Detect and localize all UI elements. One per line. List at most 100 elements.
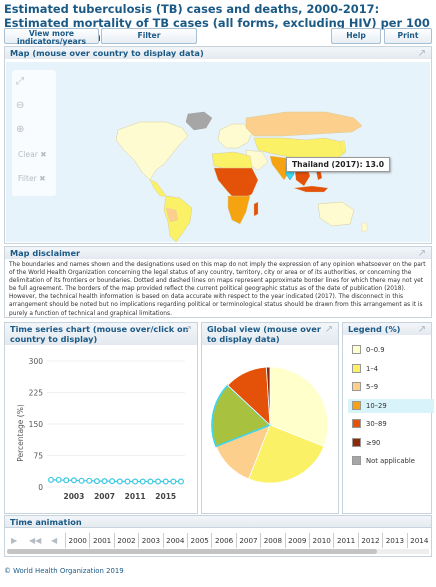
time-animation-header: Time animation	[5, 516, 431, 528]
legend-item[interactable]: ≥90	[348, 436, 434, 450]
map-madagascar	[253, 201, 259, 217]
legend-swatch	[352, 363, 361, 373]
data-point[interactable]	[139, 478, 146, 485]
filter-tool[interactable]: Filter ✖	[18, 174, 46, 184]
pie-slice[interactable]	[248, 424, 325, 484]
data-point[interactable]	[132, 478, 139, 485]
legend-item[interactable]: 5–9	[348, 380, 434, 394]
pie-slice[interactable]	[265, 366, 271, 426]
data-point[interactable]	[78, 477, 85, 484]
pie-slice[interactable]	[269, 366, 329, 447]
timeline-scroll-thumb[interactable]	[7, 549, 377, 554]
legend-label: Not applicable	[366, 457, 415, 465]
clear-tool[interactable]: Clear ✖	[18, 150, 47, 160]
year-button[interactable]: 2012	[357, 533, 382, 548]
play-icon[interactable]: ▶	[11, 536, 18, 545]
map-europe	[217, 123, 253, 149]
x-tick-label: 2011	[125, 492, 146, 501]
year-button[interactable]: 2001	[89, 533, 113, 548]
data-point[interactable]	[63, 477, 70, 484]
zoom-in-icon[interactable]: ⊕	[16, 124, 25, 135]
filter-button[interactable]: Filter	[101, 28, 197, 44]
data-point[interactable]	[109, 478, 116, 485]
year-button[interactable]: 2013	[382, 533, 406, 548]
data-point[interactable]	[124, 478, 131, 485]
step-back-icon[interactable]: ◀◀	[29, 536, 42, 545]
step-back-one-icon[interactable]: ◀	[51, 536, 58, 545]
data-point[interactable]	[55, 476, 62, 483]
y-axis-label: Percentage (%)	[16, 404, 25, 462]
data-point[interactable]	[162, 478, 169, 485]
year-button[interactable]: 2003	[138, 533, 162, 548]
map-tooltip: Thailand (2017): 13.0	[286, 157, 391, 172]
year-button[interactable]: 2004	[162, 533, 187, 548]
time-animation-header-panel: Time animation	[4, 515, 432, 528]
data-point[interactable]	[178, 478, 185, 485]
data-point[interactable]	[93, 478, 100, 485]
map-indonesia	[293, 185, 329, 193]
year-button[interactable]: 2009	[284, 533, 309, 548]
year-button[interactable]: 2005	[187, 533, 211, 548]
pie-slice[interactable]	[211, 384, 272, 448]
global-view-panel: Global view (mouse over to display data)…	[201, 322, 339, 514]
legend-swatch	[352, 456, 361, 465]
zoom-out-icon[interactable]: ⊖	[16, 100, 25, 111]
data-point[interactable]	[86, 477, 93, 484]
legend-item[interactable]: Not applicable	[348, 454, 434, 468]
global-pie-chart[interactable]	[202, 343, 338, 513]
clear-label: Clear	[18, 150, 38, 159]
legend-swatch	[352, 345, 361, 354]
view-more-indicators-button[interactable]: View more indicators/years	[4, 28, 99, 45]
map-header: Map (mouse over country to display data)	[5, 47, 431, 59]
map-new-zealand	[361, 221, 369, 233]
year-button[interactable]: 2011	[333, 533, 357, 548]
world-map[interactable]: ⤢ ⊖ ⊕ Clear ✖ Filter ✖ Thailand (2017): …	[6, 62, 430, 242]
year-button[interactable]: 2002	[113, 533, 138, 548]
data-point[interactable]	[70, 477, 77, 484]
time-animation-bar: ▶ ◀◀ ◀ 2000 2001 2002 2003 2004 2005 2006 2007 2…	[4, 527, 432, 557]
year-button[interactable]: 2006	[211, 533, 235, 548]
map-peru-bolivia	[165, 207, 179, 223]
data-point[interactable]	[170, 478, 177, 485]
expand-icon[interactable]: ↗	[417, 324, 427, 335]
data-point[interactable]	[101, 478, 108, 485]
legend-item[interactable]: 10–29	[348, 398, 434, 413]
data-point[interactable]	[147, 478, 154, 485]
legend-swatch	[352, 382, 361, 391]
expand-icon[interactable]: ↗	[183, 324, 193, 335]
year-button[interactable]: 2000	[65, 533, 89, 548]
close-icon: ✖	[40, 150, 47, 159]
timeseries-chart[interactable]: Percentage (%) 0 75 150 225 300 2003 2007 2011 2…	[5, 349, 197, 515]
timeline-scrollbar[interactable]	[7, 549, 429, 554]
world-map-svg[interactable]	[6, 62, 430, 242]
year-button[interactable]: 2008	[260, 533, 284, 548]
legend-swatch	[352, 400, 361, 410]
help-button[interactable]: Help	[331, 28, 381, 44]
legend-label: 10–29	[366, 401, 387, 410]
disclaimer-text: The boundaries and names shown and the d…	[9, 262, 426, 317]
legend-item[interactable]: 1–4	[348, 362, 434, 376]
year-button[interactable]: 2007	[235, 533, 260, 548]
year-button[interactable]: 2014	[406, 533, 431, 548]
y-tick-label: 0	[38, 483, 43, 492]
legend-item[interactable]: 0–0.9	[348, 343, 434, 357]
expand-icon[interactable]: ↗	[417, 248, 427, 259]
map-greenland	[185, 111, 213, 131]
timeseries-header: Time series chart (mouse over/click on c…	[5, 323, 197, 345]
map-central-america	[149, 179, 167, 197]
map-tools: ⤢ ⊖ ⊕ Clear ✖ Filter ✖	[12, 70, 56, 196]
zoom-extent-icon[interactable]: ⤢	[16, 76, 24, 87]
disclaimer-panel: Map disclaimer ↗ The boundaries and name…	[4, 246, 432, 318]
data-point[interactable]	[47, 476, 54, 483]
year-button[interactable]: 2010	[309, 533, 333, 548]
data-point[interactable]	[155, 478, 162, 485]
y-tick-label: 75	[33, 452, 43, 461]
expand-icon[interactable]: ↗	[324, 324, 334, 335]
data-point[interactable]	[116, 478, 123, 485]
legend-item[interactable]: 30–89	[348, 417, 434, 431]
expand-icon[interactable]: ↗	[417, 48, 427, 59]
view-more-label-line1: View more	[28, 29, 75, 38]
filter-label: Filter	[18, 174, 37, 183]
map-north-america	[115, 121, 189, 181]
print-button[interactable]: Print	[384, 28, 432, 44]
